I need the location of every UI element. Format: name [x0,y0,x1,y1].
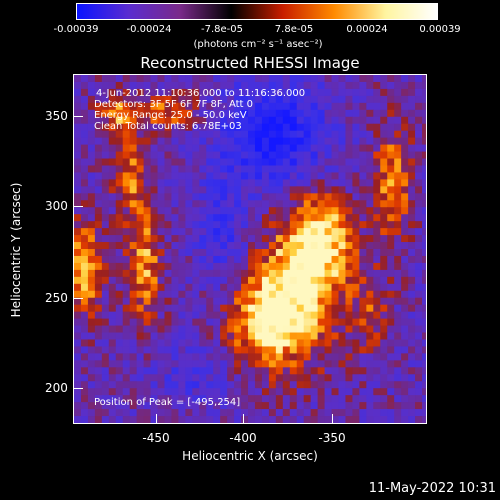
axis-tick-mark [74,116,83,117]
x-tick-label: -450 [142,431,170,445]
energy-range-label: Energy Range: 25.0 - 50.0 keV [94,110,247,121]
colorbar-tick-label: 0.00024 [346,24,388,35]
total-counts-label: Clean Total counts: 6.78E+03 [94,121,242,132]
colorbar-tick-label: 0.00039 [419,24,461,35]
y-tick-label: 200 [45,381,68,395]
plot-title: Reconstructed RHESSI Image [140,54,360,72]
colorbar [76,3,438,20]
peak-position-label: Position of Peak = [-495,254] [94,397,241,408]
image-plot-area: 4-Jun-2012 11:10:36.000 to 11:16:36.000 … [73,74,427,424]
observation-time: 4-Jun-2012 11:10:36.000 to 11:16:36.000 [96,88,306,99]
axis-tick-mark [332,414,333,423]
colorbar-tick-label: -7.8e-05 [201,24,243,35]
y-tick-label: 300 [45,199,68,213]
y-tick-label: 250 [45,291,68,305]
axis-tick-mark [243,414,244,423]
axis-tick-mark [156,414,157,423]
axis-tick-mark [74,206,83,207]
heatmap-image [74,75,426,423]
y-axis-label-text: Heliocentric Y (arcsec) [9,182,23,318]
timestamp: 11-May-2022 10:31 [368,481,496,496]
axis-tick-mark [74,298,83,299]
colorbar-tick-label: -0.00039 [53,24,99,35]
y-tick-label: 350 [45,109,68,123]
y-axis-label: Heliocentric Y (arcsec) [9,183,23,318]
axis-tick-mark [74,388,83,389]
x-tick-label: -400 [229,431,257,445]
colorbar-unit-label: (photons cm⁻² s⁻¹ asec⁻²) [193,39,323,50]
detectors-label: Detectors: 3F 5F 6F 7F 8F, Att 0 [94,99,254,110]
colorbar-tick-label: 7.8e-05 [274,24,314,35]
x-axis-label: Heliocentric X (arcsec) [182,449,318,463]
x-tick-label: -350 [318,431,346,445]
colorbar-tick-label: -0.00024 [126,24,172,35]
